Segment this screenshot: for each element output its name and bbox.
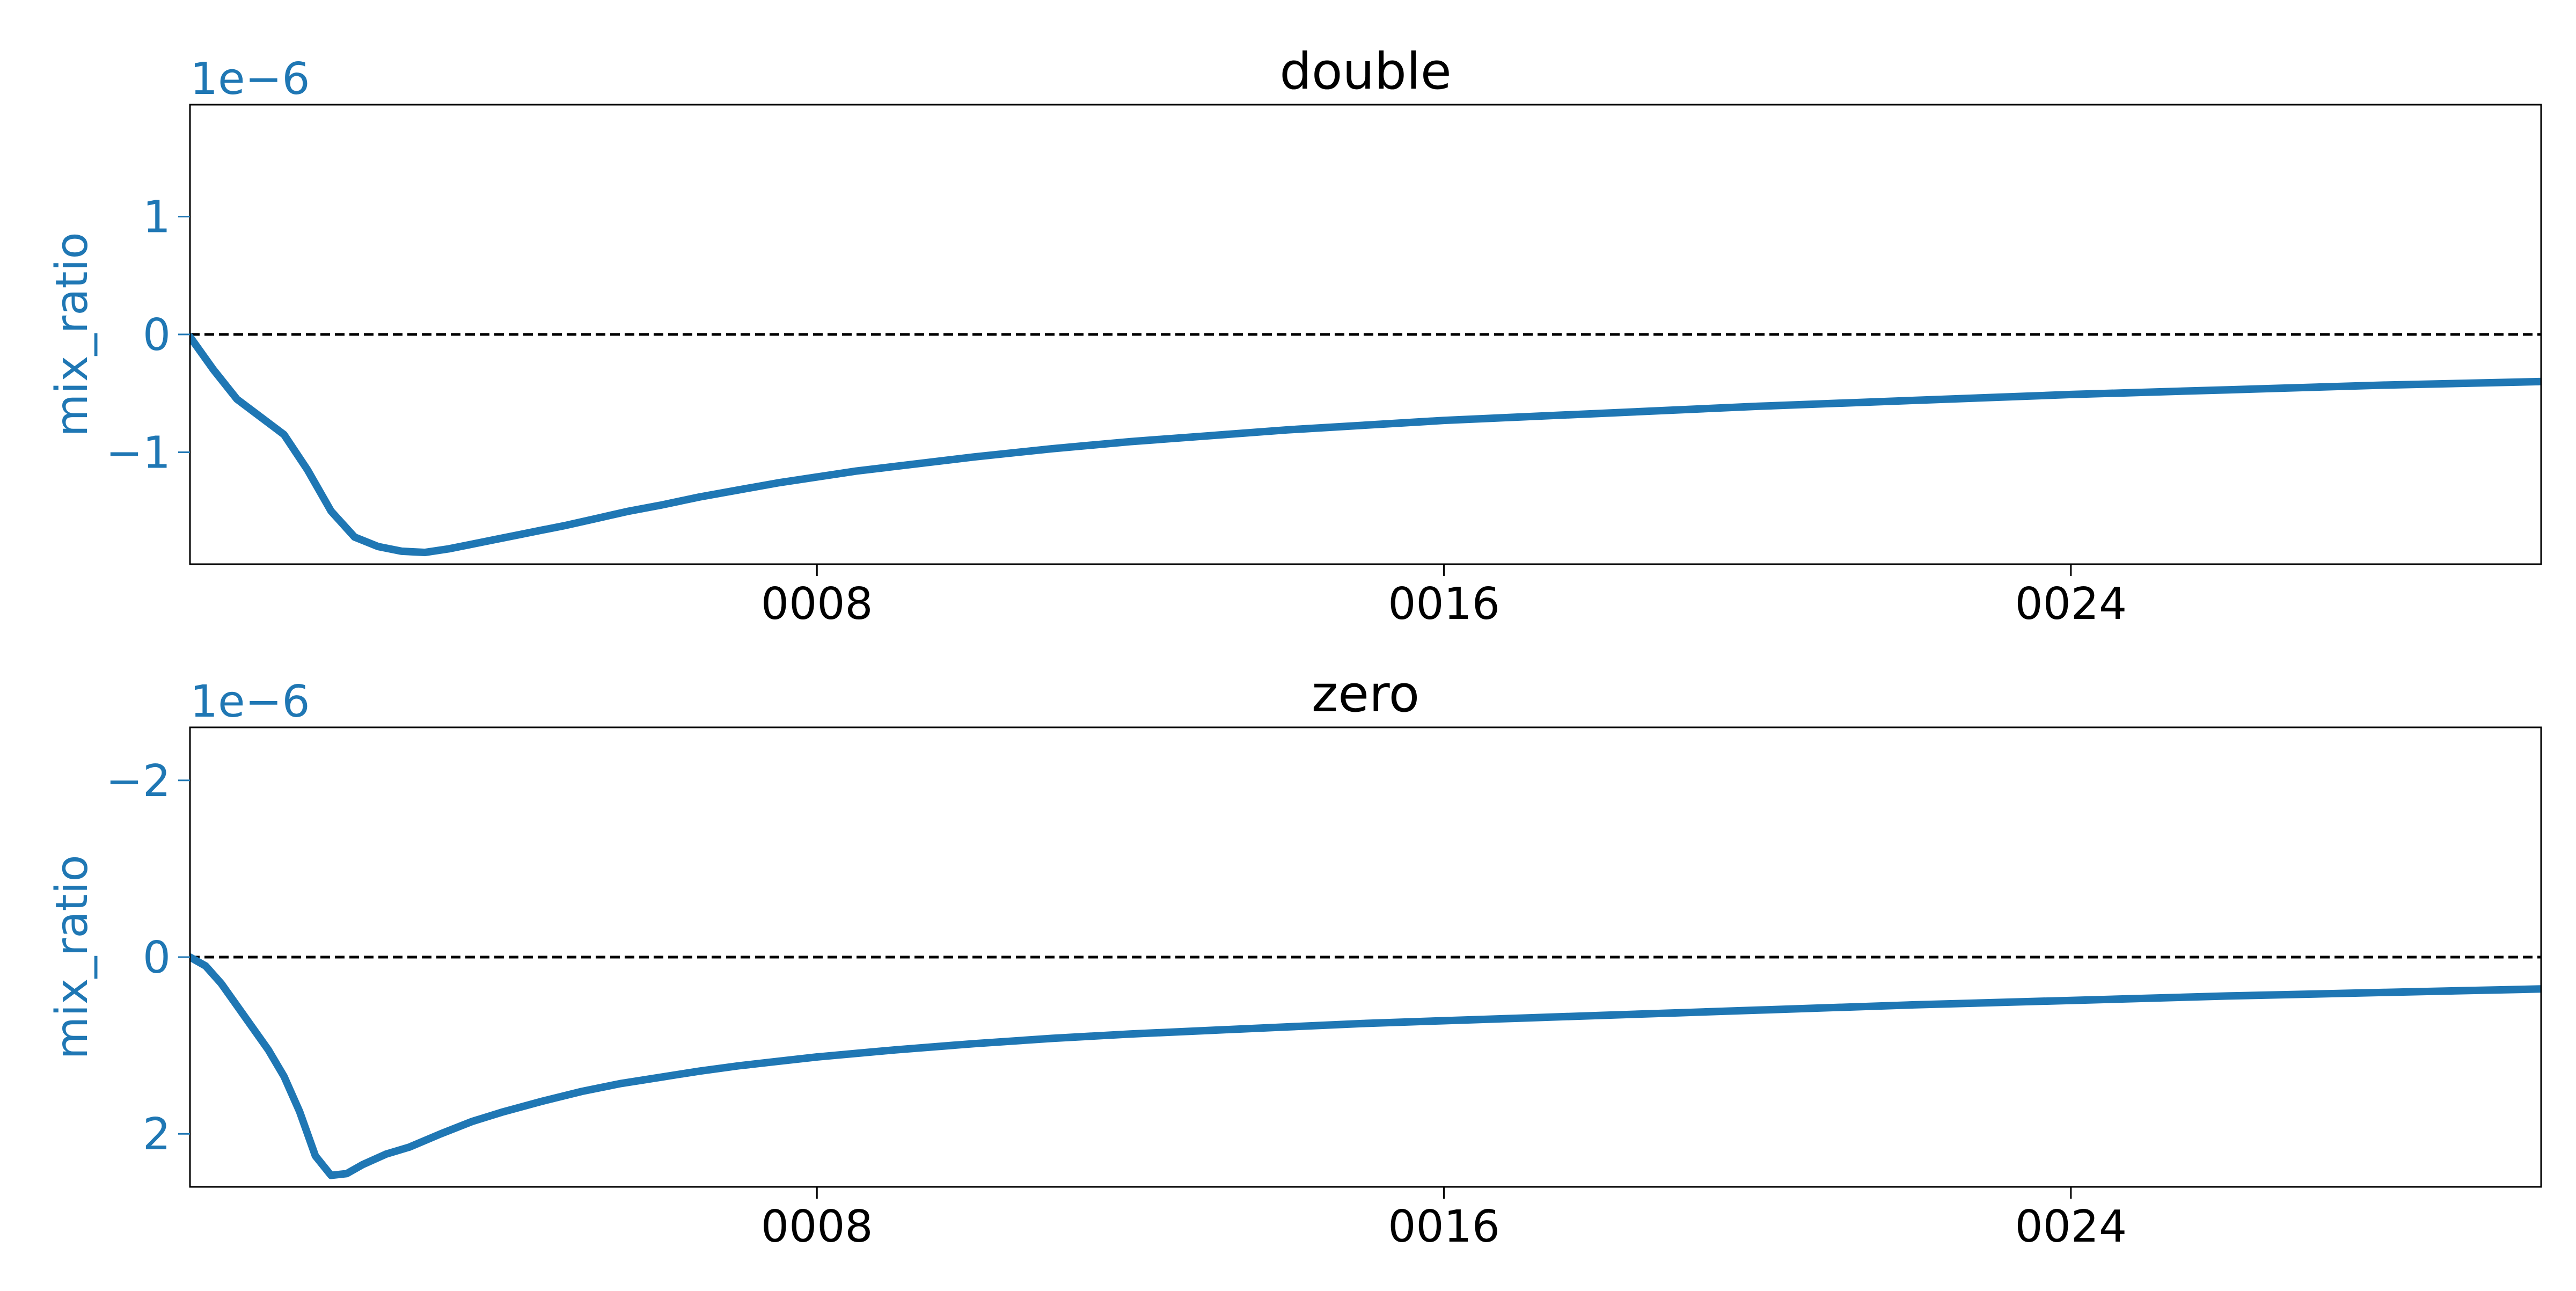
- x-tick-label: 0016: [1388, 579, 1500, 630]
- chart-title: double: [1279, 42, 1451, 101]
- y-offset-label: 1e−6: [190, 54, 310, 105]
- y-tick-label: 2: [143, 1109, 171, 1160]
- chart-panel-2: 0008 0016 0024 −2 0 2 1e−6 mix_ratio zero: [47, 665, 2542, 1252]
- series-line-1: [190, 333, 2541, 557]
- chart-panel-1: 0008 0016 0024 −1 0 1 1e−6 mix_ratio double: [47, 42, 2542, 630]
- y-tick-label: 0: [143, 932, 171, 983]
- y-offset-label: 1e−6: [190, 676, 310, 727]
- x-tick-label: 0024: [2015, 579, 2127, 630]
- series-line-1: [190, 953, 2541, 1179]
- x-tick-label: 0024: [2015, 1201, 2127, 1252]
- x-tick-label: 0008: [761, 579, 873, 630]
- y-tick-label: 1: [143, 192, 171, 243]
- x-tick-label: 0008: [761, 1201, 873, 1252]
- y-axis-label: mix_ratio: [47, 232, 98, 436]
- y-tick-label: −1: [106, 427, 171, 478]
- x-tick-label: 0016: [1388, 1201, 1500, 1252]
- y-axis-label: mix_ratio: [47, 855, 98, 1059]
- chart-title: zero: [1312, 665, 1419, 724]
- y-tick-label: 0: [143, 310, 171, 361]
- y-tick-label: −2: [106, 756, 171, 807]
